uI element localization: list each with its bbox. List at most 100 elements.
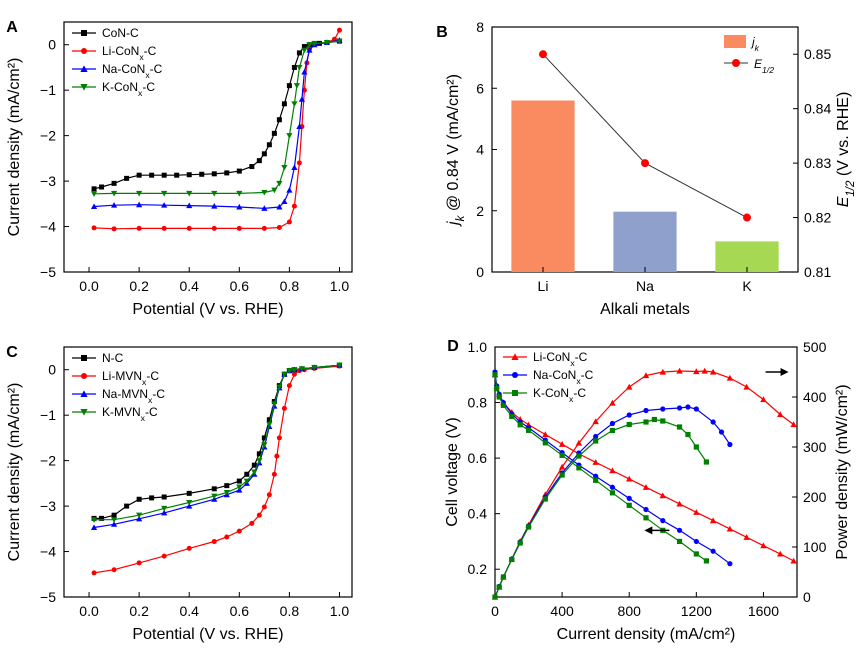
x-tick-label: 400 [550, 603, 574, 619]
y-tick-label: 0.4 [468, 506, 488, 522]
power-line [494, 370, 794, 598]
x-tick-label: 1.0 [330, 603, 350, 619]
power-point [542, 496, 548, 502]
data-point [111, 180, 117, 186]
y-right-tick-label: 300 [803, 439, 827, 455]
power-point [626, 412, 632, 418]
voltage-line [494, 374, 707, 562]
x-tick-label: 800 [618, 603, 642, 619]
y-right-axis-label-sub: 1/2 [845, 180, 857, 197]
y-right-tick-label: 200 [803, 489, 827, 505]
data-point [256, 458, 263, 464]
data-point [286, 368, 293, 374]
power-point [659, 368, 666, 375]
voltage-point [643, 515, 649, 521]
power-point [651, 416, 657, 423]
data-point [186, 225, 192, 231]
power-point [517, 540, 523, 546]
plot-frame [63, 346, 353, 598]
voltage-point [777, 550, 784, 557]
y-axis-label: Current density (mA/cm²) [6, 383, 23, 562]
x-tick-label: 0.6 [230, 603, 250, 619]
y-right-tick-label: 0.81 [804, 264, 831, 280]
data-point [276, 117, 282, 123]
power-point [592, 418, 599, 425]
data-point [136, 201, 143, 208]
legend-label-sub: x [139, 52, 144, 62]
y-tick-label: 4 [476, 142, 484, 158]
data-point [256, 158, 262, 164]
data-point [291, 203, 297, 209]
power-point [676, 424, 683, 430]
data-point [211, 539, 217, 545]
y-axis-label: Current density (mA/cm²) [6, 58, 23, 237]
y-tick-label: −2 [40, 453, 56, 469]
data-point [298, 366, 306, 372]
legend-label-sub: x [141, 413, 146, 423]
power-point [710, 419, 716, 425]
x-tick-label: 0 [491, 603, 499, 619]
legend-label-main: K-CoN [102, 80, 138, 94]
data-point [276, 224, 282, 230]
legend-label-tail: -C [145, 405, 158, 419]
data-point [286, 383, 292, 389]
y-tick-label: −4 [40, 544, 56, 560]
legend-label-tail: -C [575, 350, 588, 364]
data-point [311, 40, 318, 47]
bar-na [613, 211, 677, 272]
y-right-axis-label: E1/2 (V vs. RHE) [835, 92, 857, 208]
power-point [726, 374, 734, 381]
legend-label: K-CoNx-C [533, 386, 586, 404]
data-point [186, 172, 192, 178]
x-tick-label: 0.0 [79, 278, 99, 294]
data-point [211, 225, 217, 231]
voltage-point [500, 402, 506, 408]
data-point [336, 362, 343, 369]
x-tick-label: 0.2 [129, 278, 149, 294]
data-point [301, 68, 308, 75]
data-point [298, 96, 306, 102]
y-right-tick-label: 100 [803, 539, 827, 555]
data-point [271, 130, 277, 136]
legend-label-main: Na-CoN [533, 368, 576, 382]
data-point [306, 47, 313, 53]
power-point [643, 419, 649, 425]
y-tick-label: 0 [48, 362, 56, 378]
power-point [593, 438, 599, 444]
arrow-left-icon [644, 526, 653, 535]
data-point [276, 203, 283, 210]
power-point [500, 574, 506, 580]
data-point [136, 515, 143, 522]
data-point [296, 160, 302, 166]
x-axis-label: Alkali metals [600, 301, 690, 318]
data-point [266, 492, 272, 498]
e12-point [539, 50, 547, 59]
bar-k [715, 241, 779, 272]
x-tick-label: 0.0 [79, 603, 99, 619]
data-point [211, 202, 218, 209]
y-axis-label: jk @ 0.84 V (mA/cm²) [445, 74, 467, 227]
power-point [777, 411, 784, 418]
legend-label: Li-CoNx-C [102, 44, 157, 62]
power-point [743, 383, 750, 390]
voltage-point [509, 413, 515, 420]
x-tick-label: K [742, 278, 752, 294]
data-point [111, 567, 117, 573]
x-axis-label: Potential (V vs. RHE) [132, 301, 283, 318]
data-point [306, 42, 313, 48]
data-point [261, 225, 267, 231]
voltage-point [542, 440, 548, 446]
legend-marker [81, 355, 87, 361]
data-point [91, 225, 97, 231]
voltage-point [496, 394, 502, 400]
legend-swatch-jk [724, 35, 746, 48]
data-point [136, 225, 142, 231]
x-tick-label: 1.0 [330, 278, 350, 294]
voltage-point [693, 538, 699, 545]
legend-marker [81, 30, 87, 36]
data-point [224, 534, 230, 540]
legend-label-tail: -C [581, 368, 594, 382]
y-tick-label: 6 [476, 80, 484, 96]
power-point [496, 584, 502, 590]
data-point [236, 484, 243, 491]
